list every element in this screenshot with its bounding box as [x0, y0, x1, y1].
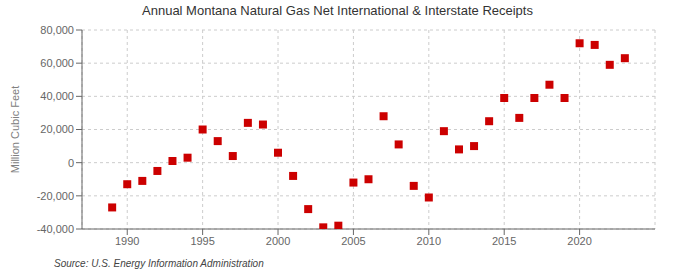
svg-text:80,000: 80,000: [40, 24, 74, 36]
svg-text:2005: 2005: [341, 235, 365, 247]
svg-text:40,000: 40,000: [40, 90, 74, 102]
html-text:Source: U.S. Energy Informatio: Source: U.S. Energy Information Administ…: [54, 258, 264, 269]
svg-text:2000: 2000: [266, 235, 290, 247]
html-text:Annual Montana Natural Gas Net: Annual Montana Natural Gas Net Internati…: [142, 3, 533, 18]
svg-text:2020: 2020: [567, 235, 591, 247]
svg-text:0: 0: [68, 157, 74, 169]
svg-text:2015: 2015: [492, 235, 516, 247]
svg-text:1990: 1990: [115, 235, 139, 247]
svg-text:1995: 1995: [190, 235, 214, 247]
svg-text:-40,000: -40,000: [37, 223, 74, 235]
svg-text:2010: 2010: [417, 235, 441, 247]
svg-text:Million Cubic Feet: Million Cubic Feet: [9, 86, 21, 173]
svg-text:20,000: 20,000: [40, 123, 74, 135]
svg-text:60,000: 60,000: [40, 57, 74, 69]
svg-text:-20,000: -20,000: [37, 190, 74, 202]
